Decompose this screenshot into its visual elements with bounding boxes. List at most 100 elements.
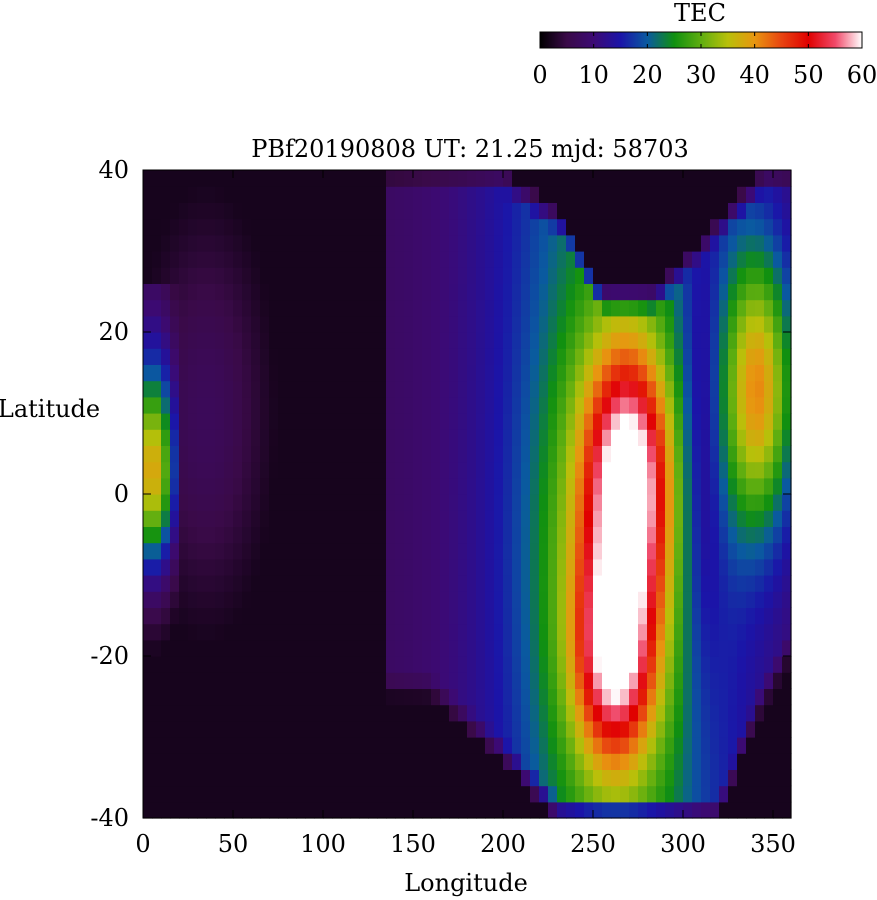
- heatmap-cells: [143, 170, 792, 819]
- heatmap-cell: [692, 218, 702, 236]
- heatmap-cell: [359, 623, 369, 641]
- heatmap-cell: [638, 575, 648, 592]
- heatmap-cell: [638, 445, 648, 463]
- heatmap-cell: [440, 348, 450, 365]
- heatmap-cell: [341, 461, 351, 479]
- heatmap-cell: [494, 445, 504, 463]
- heatmap-cell: [296, 364, 306, 382]
- heatmap-cell: [143, 170, 153, 187]
- heatmap-cell: [161, 558, 171, 576]
- heatmap-cell: [449, 591, 459, 608]
- heatmap-cell: [305, 413, 315, 430]
- heatmap-cell: [764, 445, 774, 463]
- heatmap-cell: [557, 170, 567, 187]
- heatmap-cell: [449, 720, 459, 738]
- heatmap-cell: [458, 656, 468, 673]
- heatmap-cell: [566, 364, 576, 382]
- heatmap-cell: [467, 672, 477, 689]
- heatmap-cell: [233, 785, 243, 803]
- heatmap-cell: [305, 186, 315, 203]
- heatmap-cell: [143, 218, 153, 236]
- heatmap-cell: [764, 656, 774, 673]
- heatmap-cell: [521, 234, 531, 252]
- heatmap-cell: [773, 364, 783, 382]
- heatmap-cell: [197, 283, 207, 301]
- heatmap-cell: [458, 299, 468, 317]
- heatmap-cell: [413, 526, 423, 544]
- heatmap-cell: [269, 170, 279, 187]
- heatmap-cell: [197, 639, 207, 657]
- heatmap-cell: [548, 251, 558, 268]
- heatmap-cell: [602, 575, 612, 592]
- heatmap-cell: [728, 170, 738, 187]
- heatmap-cell: [413, 315, 423, 333]
- heatmap-cell: [638, 591, 648, 608]
- heatmap-cell: [242, 413, 252, 430]
- heatmap-cell: [395, 283, 405, 301]
- x-tick-label: 100: [300, 830, 346, 858]
- heatmap-cell: [719, 251, 729, 268]
- heatmap-cell: [764, 720, 774, 738]
- x-tick-label: 250: [570, 830, 616, 858]
- heatmap-cell: [602, 704, 612, 722]
- heatmap-cell: [764, 704, 774, 722]
- heatmap-cell: [773, 753, 783, 770]
- heatmap-cell: [143, 396, 153, 414]
- heatmap-cell: [404, 688, 414, 706]
- heatmap-cell: [386, 494, 396, 511]
- heatmap-cell: [368, 299, 378, 317]
- heatmap-cell: [143, 461, 153, 479]
- heatmap-cell: [458, 218, 468, 236]
- heatmap-cell: [503, 251, 513, 268]
- heatmap-cell: [746, 510, 756, 527]
- heatmap-cell: [746, 737, 756, 754]
- heatmap-cell: [197, 267, 207, 284]
- heatmap-cell: [341, 769, 351, 787]
- heatmap-cell: [350, 607, 360, 625]
- heatmap-cell: [242, 461, 252, 479]
- heatmap-cell: [764, 737, 774, 754]
- heatmap-cell: [224, 542, 234, 560]
- heatmap-cell: [404, 720, 414, 738]
- heatmap-cell: [395, 396, 405, 414]
- heatmap-cell: [197, 801, 207, 819]
- heatmap-cell: [377, 688, 387, 706]
- heatmap-cell: [530, 526, 540, 544]
- heatmap-cell: [773, 348, 783, 365]
- heatmap-cell: [719, 429, 729, 446]
- heatmap-cell: [566, 542, 576, 560]
- heatmap-cell: [215, 639, 225, 657]
- heatmap-cell: [269, 494, 279, 511]
- heatmap-cell: [215, 364, 225, 382]
- heatmap-cell: [710, 445, 720, 463]
- heatmap-cell: [476, 542, 486, 560]
- heatmap-cell: [602, 234, 612, 252]
- heatmap-cell: [629, 186, 639, 203]
- heatmap-cell: [206, 461, 216, 479]
- heatmap-cell: [701, 332, 711, 349]
- heatmap-cell: [458, 461, 468, 479]
- heatmap-cell: [656, 283, 666, 301]
- heatmap-cell: [368, 575, 378, 592]
- heatmap-cell: [566, 753, 576, 770]
- heatmap-cell: [287, 769, 297, 787]
- heatmap-cell: [305, 639, 315, 657]
- heatmap-cell: [260, 510, 270, 527]
- heatmap-cell: [440, 186, 450, 203]
- heatmap-cell: [197, 202, 207, 220]
- heatmap-cell: [179, 704, 189, 722]
- heatmap-cell: [386, 542, 396, 560]
- heatmap-cell: [665, 218, 675, 236]
- heatmap-cell: [602, 753, 612, 770]
- heatmap-cell: [314, 364, 324, 382]
- heatmap-cell: [170, 283, 180, 301]
- heatmap-cell: [638, 477, 648, 495]
- heatmap-cell: [332, 283, 342, 301]
- heatmap-cell: [422, 170, 432, 187]
- heatmap-cell: [368, 202, 378, 220]
- heatmap-cell: [233, 445, 243, 463]
- heatmap-cell: [386, 332, 396, 349]
- heatmap-cell: [647, 801, 657, 819]
- heatmap-cell: [269, 720, 279, 738]
- heatmap-cell: [647, 380, 657, 398]
